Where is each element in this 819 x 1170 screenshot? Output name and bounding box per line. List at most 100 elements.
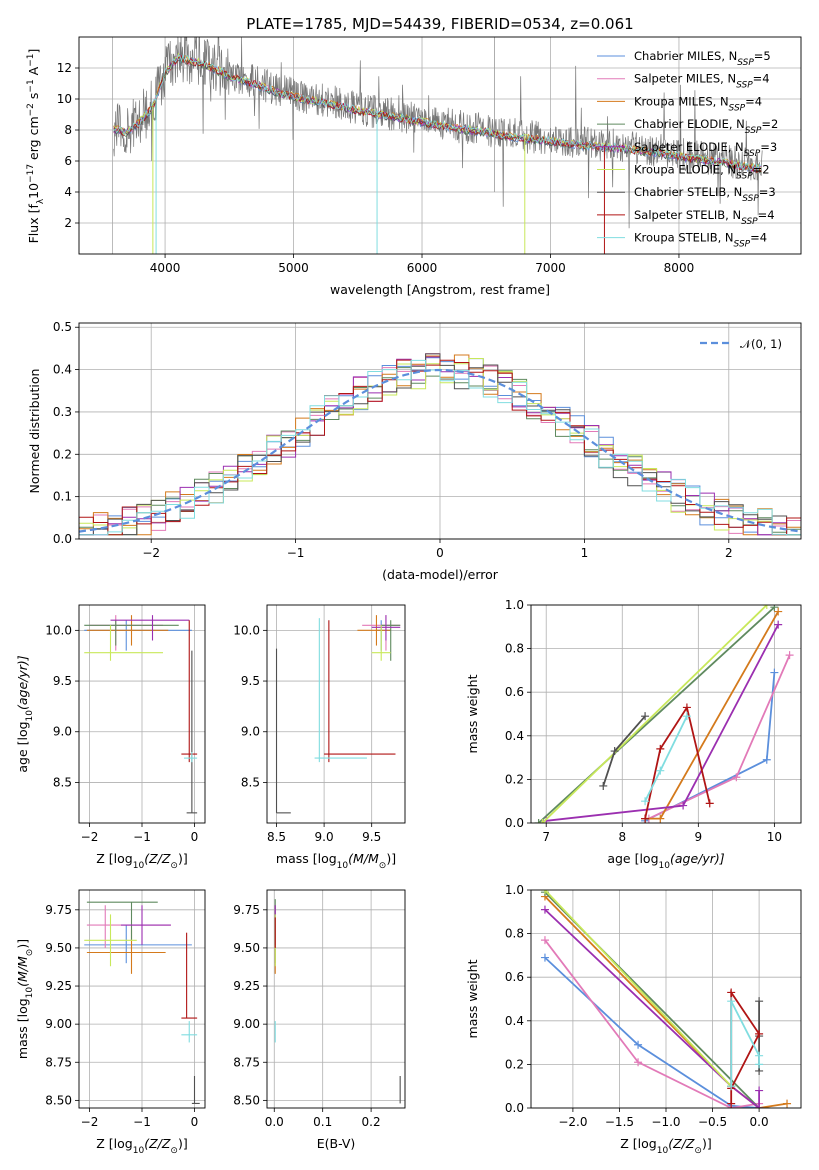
legend-entry: Salpeter MILES, NSSP=4 — [634, 72, 770, 91]
y-tick-label: 0.2 — [505, 772, 524, 786]
weight-series-line — [546, 624, 779, 822]
y-tick-label: 0.4 — [505, 1014, 524, 1028]
errorbar-point — [371, 615, 401, 641]
x-tick-label: 0.2 — [362, 1115, 381, 1129]
x-tick-label: 9.5 — [362, 830, 381, 844]
model-spectrum — [113, 54, 762, 171]
grid — [267, 605, 405, 823]
weight-series-line — [644, 705, 711, 819]
legend-entry: Chabrier STELIB, NSSP=3 — [634, 185, 776, 204]
weight-marker — [656, 766, 665, 775]
axes-frame — [530, 889, 802, 1109]
x-axis-label: wavelength [Angstrom, rest frame] — [330, 282, 550, 297]
weight-marker — [682, 703, 691, 712]
y-tick-label: 9.5 — [241, 674, 260, 688]
y-axis-label: Normed distribution — [27, 369, 42, 494]
weight-marker — [727, 1099, 736, 1108]
y-tick-label: 0.4 — [53, 363, 72, 377]
weight-series-line — [644, 672, 776, 822]
y-tick-label: 10.0 — [233, 623, 260, 637]
weight-marker — [610, 747, 619, 756]
x-tick-label: −2.0 — [558, 1115, 587, 1129]
grid — [267, 890, 405, 1108]
y-tick-label: 0.0 — [53, 532, 72, 546]
weight-marker — [727, 1082, 736, 1091]
y-tick-label: 0.2 — [505, 1057, 524, 1071]
weight-marker — [755, 997, 764, 1006]
x-tick-label: 0 — [436, 546, 444, 560]
y-tick-label: 9.00 — [45, 1017, 72, 1031]
x-tick-label: 4000 — [150, 261, 181, 275]
errorbar-point — [324, 620, 396, 763]
errorbar-point — [186, 650, 198, 814]
weight-marker — [682, 712, 691, 721]
errorbar-point — [181, 932, 198, 1019]
x-tick-label: 7 — [542, 830, 550, 844]
y-tick-label: 12 — [57, 61, 72, 75]
x-tick-label: 0 — [191, 1115, 199, 1129]
y-tick-label: 0.6 — [505, 685, 524, 699]
y-tick-label: 9.75 — [45, 903, 72, 917]
errorbar-point — [110, 615, 190, 641]
errorbar-point — [191, 1075, 200, 1104]
weight-marker — [538, 819, 547, 823]
errorbar-point — [381, 620, 401, 661]
legend: Chabrier MILES, NSSP=5 Salpeter MILES, NS… — [597, 49, 778, 250]
errorbar-point — [181, 1021, 198, 1043]
x-tick-label: 6000 — [407, 261, 438, 275]
x-tick-label: 8 — [618, 830, 626, 844]
y-tick-label: 9.0 — [241, 725, 260, 739]
y-tick-label: 8.50 — [45, 1093, 72, 1107]
errorbar-point — [275, 648, 291, 814]
weight-series-line — [644, 715, 688, 802]
x-tick-label: −2 — [81, 830, 99, 844]
weight-marker — [540, 936, 549, 945]
weight-marker — [727, 997, 736, 1006]
y-tick-label: 10.0 — [45, 623, 72, 637]
x-axis-label: E(B-V) — [317, 1136, 356, 1151]
y-tick-label: 0.8 — [505, 927, 524, 941]
weight-marker — [770, 668, 779, 677]
x-tick-label: −1 — [287, 546, 305, 560]
legend-entry: Salpeter ELODIE, NSSP=3 — [634, 140, 777, 159]
x-tick-label: 9 — [695, 830, 703, 844]
mass-weight-vs-age-panel: 7 8 9 10 0.0 0.2 0.4 0.6 0.8 1.0 mass weight age [l… — [465, 598, 802, 871]
y-tick-label: 8.75 — [45, 1055, 72, 1069]
weight-marker — [762, 755, 771, 764]
weight-series-line — [602, 715, 646, 787]
x-tick-label: 5000 — [278, 261, 309, 275]
weight-marker — [755, 1051, 764, 1060]
weight-marker — [705, 799, 714, 808]
weight-marker — [634, 1058, 643, 1067]
x-axis-label: Z [log10(Z/Z⊙)] — [620, 1136, 711, 1156]
mass-weight-vs-metallicity-panel: −2.0 −1.5 −1.0 −0.5 0.0 0.0 0.2 0.4 0.6 0.8 1.0 mas… — [465, 883, 802, 1156]
weight-marker — [641, 797, 650, 806]
y-tick-label: 0.3 — [53, 405, 72, 419]
y-tick-label: 4 — [64, 185, 72, 199]
weight-marker — [755, 1104, 764, 1108]
weight-marker — [774, 620, 783, 629]
errorbar-point — [84, 625, 163, 661]
legend-entry: Chabrier ELODIE, NSSP=2 — [634, 117, 778, 136]
x-tick-label: 8000 — [664, 261, 695, 275]
y-tick-label: 8.5 — [241, 775, 260, 789]
spectrum-panel: 4000 5000 6000 7000 8000 2 4 6 8 10 12 Chabrier MIL… — [26, 36, 802, 297]
y-tick-label: 0.1 — [53, 490, 72, 504]
y-tick-label: 0.5 — [53, 320, 72, 334]
y-tick-label: 0.2 — [53, 447, 72, 461]
weight-marker — [540, 905, 549, 914]
x-axis-label: Z [log10(Z/Z⊙)] — [96, 851, 187, 871]
grid — [531, 604, 801, 824]
weight-marker — [755, 1060, 764, 1069]
y-tick-label: 0.4 — [505, 729, 524, 743]
errorbar-point — [314, 618, 367, 763]
x-tick-label: 1 — [581, 546, 589, 560]
x-tick-label: 7000 — [535, 261, 566, 275]
normal-curve — [79, 368, 801, 533]
weight-marker — [770, 605, 779, 612]
y-axis-label: mass weight — [465, 674, 480, 753]
weight-marker — [755, 1086, 764, 1095]
weight-series-line — [544, 939, 760, 1108]
errorbar-point — [86, 901, 158, 941]
